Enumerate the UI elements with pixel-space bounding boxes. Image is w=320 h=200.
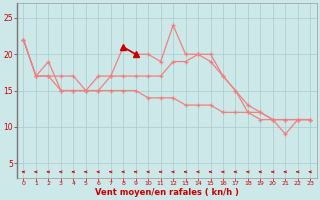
X-axis label: Vent moyen/en rafales ( kn/h ): Vent moyen/en rafales ( kn/h ) [95, 188, 239, 197]
